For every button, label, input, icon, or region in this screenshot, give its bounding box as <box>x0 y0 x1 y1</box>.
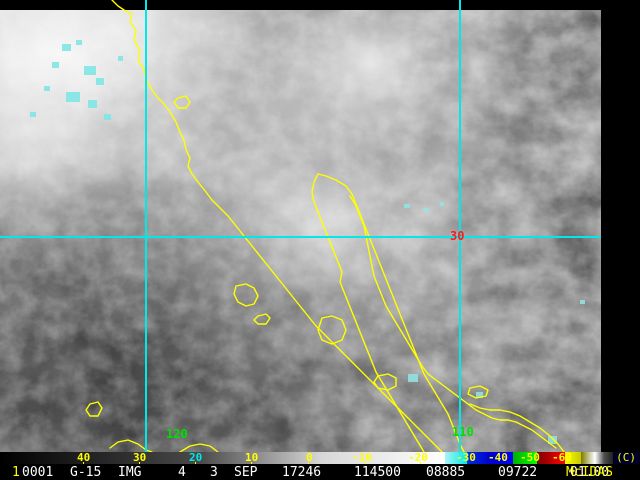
colorbar-tick <box>308 462 309 464</box>
coastline-small-island-south <box>373 373 397 391</box>
grid-line-latitude-30 <box>0 236 601 238</box>
coastline-baja-west <box>317 173 465 452</box>
colorbar-label-minus10: -10 <box>352 451 372 464</box>
temperature-color-bar[interactable] <box>0 452 640 464</box>
colorbar-label-30: 30 <box>133 451 147 464</box>
status-month: SEP <box>234 465 258 480</box>
coastline-small-island-mid <box>253 313 271 325</box>
colorbar-tick <box>195 462 196 464</box>
colorbar-tick <box>364 462 365 464</box>
longitude-label-120: 120 <box>166 427 188 441</box>
status-station-id: 0001 <box>22 465 54 480</box>
colorbar-label-minus60: -60 <box>552 451 572 464</box>
coastline-small-island-west <box>85 401 103 417</box>
colorbar-segment-grey-ramp <box>200 452 445 464</box>
colorbar-segment-grey-end <box>595 452 613 464</box>
colorbar-label-10: 10 <box>245 451 259 464</box>
status-julian-date: 17246 <box>282 465 322 480</box>
colorbar-label-minus40: -40 <box>488 451 508 464</box>
status-line-offset: 08885 <box>426 465 466 480</box>
grid-line-longitude-120 <box>145 0 147 452</box>
status-element-offset: 09722 <box>498 465 538 480</box>
sensor-noise-layer <box>0 0 601 452</box>
coastline-baja-island-2 <box>317 315 347 345</box>
colorbar-segment-warm-black <box>0 452 200 464</box>
coastline-mainland-south <box>179 443 219 452</box>
colorbar-tick <box>420 462 421 464</box>
colorbar-label-minus20: -20 <box>408 451 428 464</box>
colorbar-segment-yellow <box>565 452 581 464</box>
latitude-label-30: 30 <box>450 229 465 243</box>
coastline-southwest-landmass <box>109 439 153 452</box>
status-frame-number: 1 <box>12 465 20 480</box>
longitude-label-110: 110 <box>452 425 474 439</box>
mcidas-branding: McIDAS <box>566 465 613 480</box>
colorbar-tick <box>83 462 84 464</box>
colorbar-segment-blue <box>467 452 513 464</box>
colorbar-label-minus30: -30 <box>456 451 476 464</box>
colorbar-label-20: 20 <box>189 451 203 464</box>
coastline-mainland-southeast <box>469 403 565 452</box>
inland-water-feature <box>467 385 489 399</box>
colorbar-label-0: 0 <box>306 451 313 464</box>
image-top-border <box>0 0 601 10</box>
colorbar-segment-cyan <box>445 452 467 464</box>
status-time-utc: 114500 <box>354 465 401 480</box>
status-resolution: 01.00 <box>570 465 610 480</box>
status-bar: 1 0001 G-15 IMG 4 3 SEP 17246 114500 088… <box>0 464 640 480</box>
coastline-gulf-mainland <box>349 195 557 449</box>
image-right-border <box>601 0 640 452</box>
satellite-imagery-svg <box>0 0 640 452</box>
coastline-mainland-pacific <box>111 0 443 452</box>
coastline-overlay <box>85 0 565 452</box>
coastline-baja-island-1 <box>233 283 259 307</box>
colorbar-segment-green <box>513 452 537 464</box>
copyright-badge: (C) <box>614 451 638 464</box>
grid-line-longitude-110 <box>459 0 461 452</box>
colorbar-label-minus50: -50 <box>520 451 540 464</box>
coastline-baja-gulf <box>311 173 425 452</box>
colorbar-tick <box>139 462 140 464</box>
satellite-image-canvas[interactable]: 30 120 110 <box>0 0 640 452</box>
colorbar-segment-red <box>537 452 565 464</box>
status-band: 4 <box>178 465 186 480</box>
colorbar-tick <box>251 462 252 464</box>
status-product: IMG <box>118 465 142 480</box>
status-day: 3 <box>210 465 218 480</box>
colorbar-label-40: 40 <box>77 451 91 464</box>
colorbar-segment-olive <box>581 452 595 464</box>
status-satellite: G-15 <box>70 465 102 480</box>
coastline-small-island-north <box>173 95 191 109</box>
